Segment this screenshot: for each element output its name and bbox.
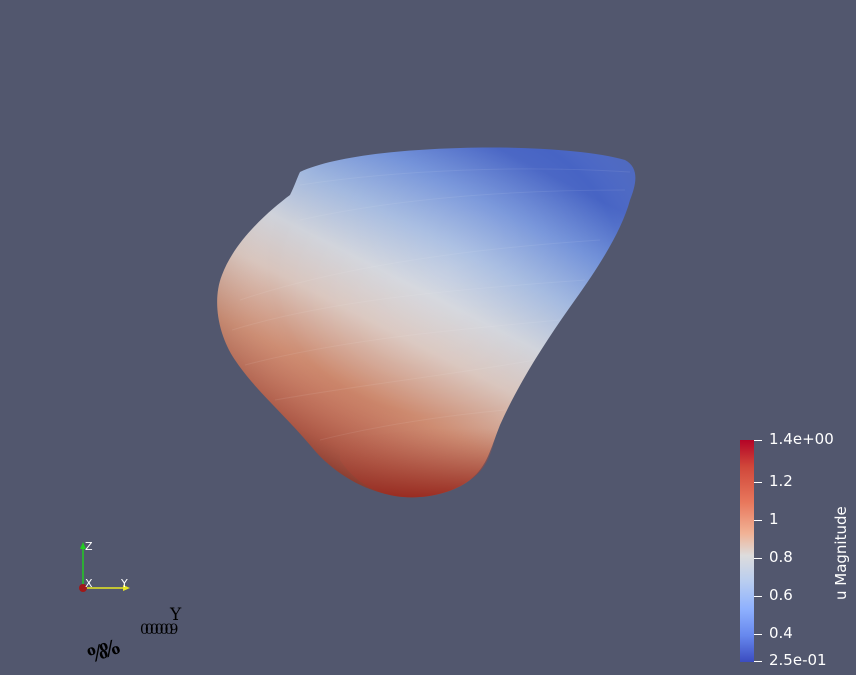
legend-label-min: 2.5e-01 [769,651,827,669]
legend-tick [754,596,762,597]
stray-axis-label: Y [170,605,182,625]
legend-label: 0.6 [769,586,793,604]
orientation-axes-graphic [79,542,130,592]
legend-label-max: 1.4e+00 [769,430,834,448]
legend-title: u Magnitude [832,506,850,600]
legend-label: 1.2 [769,472,793,490]
mesh-facets [231,168,631,441]
legend-tick [754,520,762,521]
stray-overlapping-text: 0000009 [140,622,178,638]
legend-tick [754,482,762,483]
color-legend-bar [740,440,754,662]
legend-label: 0.4 [769,624,793,642]
axis-label-x: X [85,577,93,590]
axis-label-y: Y [121,577,128,590]
legend-tick [754,661,762,662]
mesh-apex [340,428,497,498]
mesh-shading [217,147,636,498]
axis-label-z: Z [85,540,93,553]
orientation-axes: Z X Y [70,535,140,605]
legend-label: 1 [769,510,779,528]
legend-tick [754,558,762,559]
legend-tick [754,634,762,635]
legend-label: 0.8 [769,548,793,566]
legend-tick [754,440,762,441]
color-legend: 1.4e+00 1.2 1 0.8 0.6 0.4 2.5e-01 [740,431,856,669]
